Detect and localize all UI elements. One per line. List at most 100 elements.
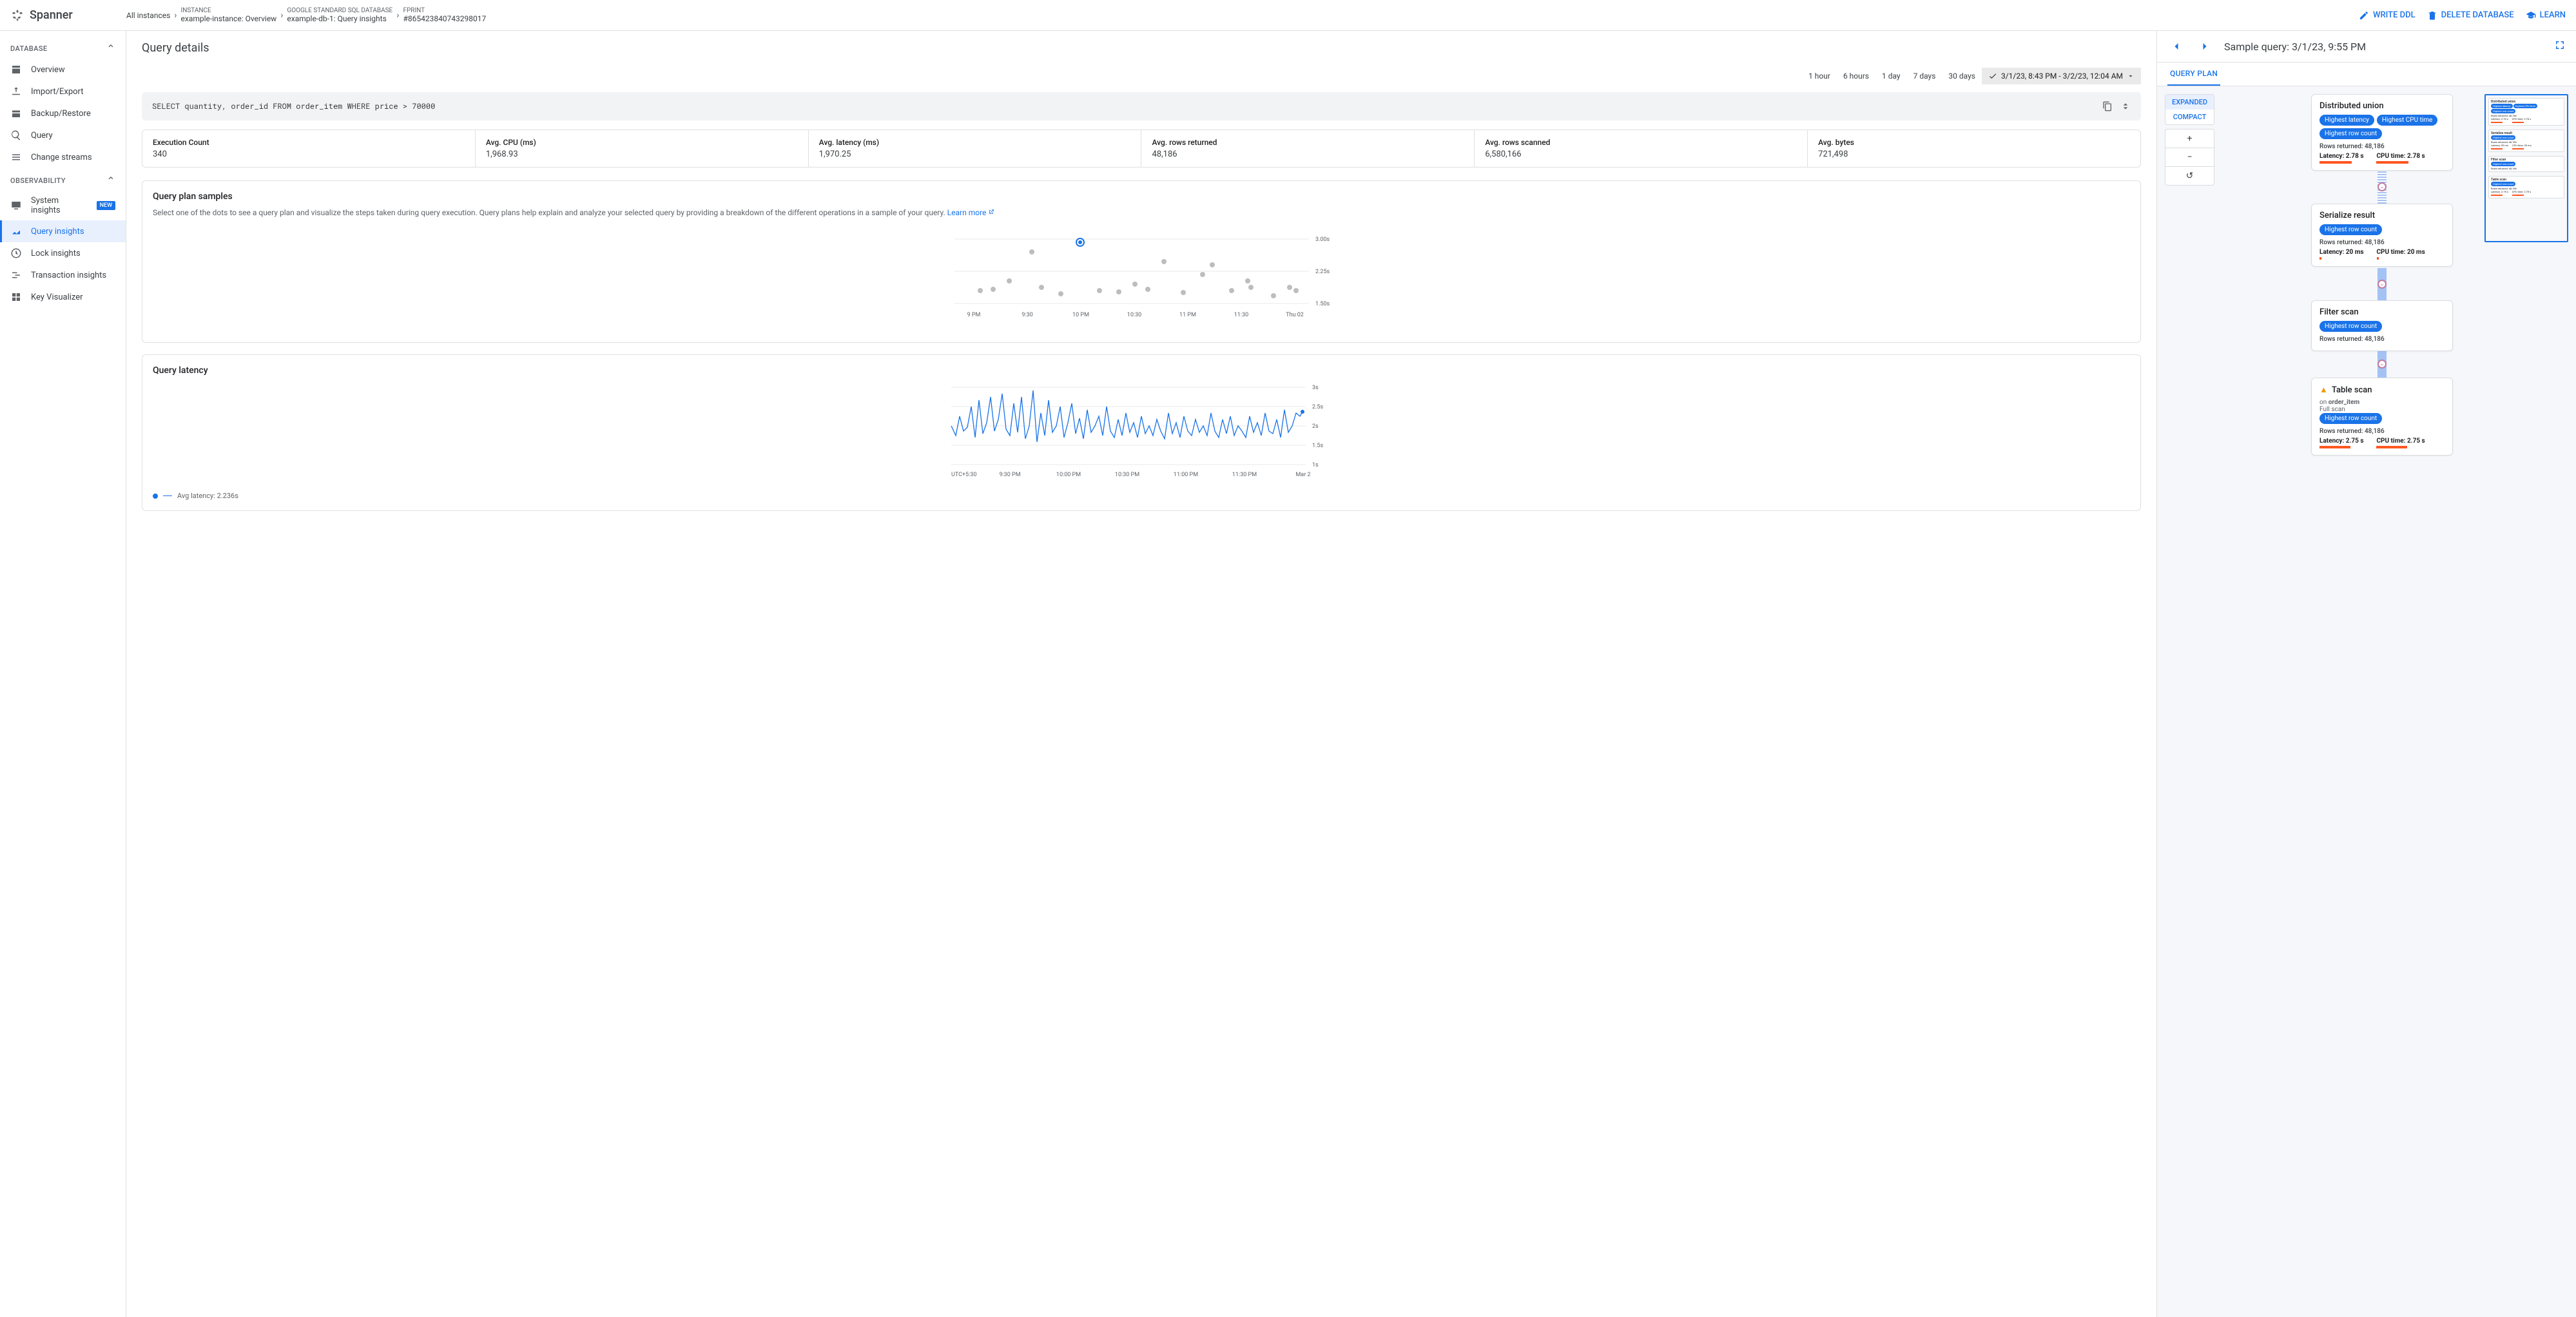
plan-node[interactable]: Filter scanHighest row countRows returne… [2311,300,2453,351]
view-mode-toggle: EXPANDED COMPACT [2165,94,2214,125]
svg-text:10:30: 10:30 [1127,312,1141,318]
plan-node[interactable]: ▲Table scanon order_itemFull scanHighest… [2311,378,2453,456]
new-badge: NEW [97,201,115,210]
breadcrumb-fprint[interactable]: FPRINT #865423840743298017 [403,7,486,23]
write-ddl-button[interactable]: WRITE DDL [2359,10,2416,21]
time-range-option[interactable]: 1 hour [1802,68,1837,84]
sidebar-item-lock-insights[interactable]: Lock insights [0,242,126,264]
graduation-cap-icon [2526,10,2536,21]
scatter-title: Query plan samples [153,191,2130,202]
plan-node[interactable]: Distributed unionHighest latencyHighest … [2311,94,2453,171]
stat-cell: Execution Count340 [142,130,476,167]
page-title: Query details [142,41,2141,55]
chevron-up-icon [106,43,115,55]
sidebar-item-system-insights[interactable]: System insights NEW [0,191,126,220]
sidebar-item-overview[interactable]: Overview [0,59,126,81]
sidebar-item-query-insights[interactable]: Query insights [0,220,126,242]
zoom-out-button[interactable]: − [2165,148,2214,167]
time-range-option[interactable]: 6 hours [1837,68,1875,84]
svg-text:Mar 2: Mar 2 [1295,472,1310,478]
scatter-chart[interactable]: 3.00s2.25s1.50s9 PM9:3010 PM10:3011 PM11… [153,226,2130,329]
sliders-icon [10,269,22,281]
expanded-button[interactable]: EXPANDED [2165,95,2214,110]
sidebar-item-backup-restore[interactable]: Backup/Restore [0,102,126,124]
svg-text:3s: 3s [1312,385,1319,391]
clock-icon [10,247,22,259]
query-plan-pane: Sample query: 3/1/23, 9:55 PM QUERY PLAN… [2157,31,2576,1317]
sidebar-item-import-export[interactable]: Import/Export [0,81,126,102]
sidebar-item-query[interactable]: Query [0,124,126,146]
breadcrumb-all-instances[interactable]: All instances [126,11,170,20]
breadcrumb-instance[interactable]: INSTANCE example-instance: Overview [181,7,277,23]
overview-icon [10,64,22,75]
connector-dot-icon: ⌄ [2377,280,2387,289]
sidebar: DATABASE Overview Import/Export Backup/R… [0,31,126,1317]
plan-badge: Highest latency [2319,115,2374,126]
copy-icon[interactable] [2102,101,2113,111]
minimap-node: Filter scanHighest row countRows returne… [2488,156,2564,172]
svg-text:9:30: 9:30 [1022,312,1032,318]
warning-icon: ▲ [2319,385,2328,395]
svg-text:9 PM: 9 PM [967,312,981,318]
sample-query-title: Sample query: 3/1/23, 9:55 PM [2224,41,2544,53]
plan-tabs: QUERY PLAN [2157,62,2576,86]
breadcrumb-database[interactable]: GOOGLE STANDARD SQL DATABASE example-db-… [287,7,392,23]
svg-text:11 PM: 11 PM [1179,312,1196,318]
stat-cell: Avg. bytes721,498 [1808,130,2140,167]
svg-text:2s: 2s [1312,423,1319,430]
stat-cell: Avg. rows scanned6,580,166 [1475,130,1808,167]
learn-button[interactable]: LEARN [2526,10,2566,21]
grid-icon [10,291,22,303]
check-icon [1988,72,1997,81]
trash-icon [2427,10,2437,21]
scatter-desc: Select one of the dots to see a query pl… [153,207,2130,218]
latency-chart[interactable]: 3s2.5s2s1.5s1sUTC+5:309:30 PM10:00 PM10:… [153,381,2130,484]
zoom-in-button[interactable]: + [2165,130,2214,148]
chevron-right-icon: › [174,10,177,21]
connector-dot-icon: ⌄ [2377,182,2387,191]
expand-icon[interactable] [2120,101,2131,111]
sidebar-section-database[interactable]: DATABASE [0,36,126,59]
prev-sample-button[interactable] [2167,37,2185,55]
tab-query-plan[interactable]: QUERY PLAN [2167,62,2220,86]
stat-cell: Avg. rows returned48,186 [1141,130,1475,167]
custom-time-range[interactable]: 3/1/23, 8:43 PM - 3/2/23, 12:04 AM [1982,68,2141,84]
next-sample-button[interactable] [2196,37,2214,55]
chevron-right-icon: › [280,10,283,21]
learn-more-link[interactable]: Learn more [947,208,995,217]
query-plan-samples-card: Query plan samples Select one of the dot… [142,180,2141,343]
stats-row: Execution Count340Avg. CPU (ms)1,968.93A… [142,130,2141,168]
plan-badge: Highest row count [2319,413,2382,424]
sidebar-item-change-streams[interactable]: Change streams [0,146,126,168]
sidebar-section-observability[interactable]: OBSERVABILITY [0,168,126,191]
plan-badge: Highest CPU time [2377,115,2437,126]
compact-button[interactable]: COMPACT [2165,110,2214,124]
svg-text:11:30 PM: 11:30 PM [1232,472,1257,478]
stat-cell: Avg. latency (ms)1,970.25 [809,130,1142,167]
svg-text:10:30 PM: 10:30 PM [1115,472,1139,478]
import-export-icon [10,86,22,97]
minimap-node: Serialize resultHighest row countRows re… [2488,130,2564,152]
plan-badge: Highest row count [2319,224,2382,235]
svg-text:3.00s: 3.00s [1315,236,1330,243]
sidebar-item-transaction-insights[interactable]: Transaction insights [0,264,126,286]
time-range-selector: 1 hour6 hours1 day7 days30 days3/1/23, 8… [142,68,2141,84]
delete-database-button[interactable]: DELETE DATABASE [2427,10,2514,21]
plan-node[interactable]: Serialize resultHighest row countRows re… [2311,204,2453,267]
zoom-controls: + − ↺ [2165,129,2214,186]
sidebar-item-key-visualizer[interactable]: Key Visualizer [0,286,126,308]
time-range-option[interactable]: 30 days [1942,68,1982,84]
spanner-logo-icon [10,8,24,23]
minimap[interactable]: Distributed unionHighest latencyHighest … [2484,94,2568,242]
svg-text:UTC+5:30: UTC+5:30 [951,472,976,478]
plan-canvas[interactable]: ⌄⌄⌄Distributed unionHighest latencyHighe… [2221,94,2568,1309]
fullscreen-button[interactable] [2554,39,2566,53]
top-bar: Spanner All instances › INSTANCE example… [0,0,2576,31]
time-range-option[interactable]: 1 day [1875,68,1907,84]
time-range-option[interactable]: 7 days [1907,68,1942,84]
svg-text:9:30 PM: 9:30 PM [999,472,1020,478]
zoom-reset-button[interactable]: ↺ [2165,167,2214,185]
svg-text:1s: 1s [1312,462,1319,468]
query-details-pane: Query details 1 hour6 hours1 day7 days30… [126,31,2157,1317]
chart-icon [10,226,22,237]
